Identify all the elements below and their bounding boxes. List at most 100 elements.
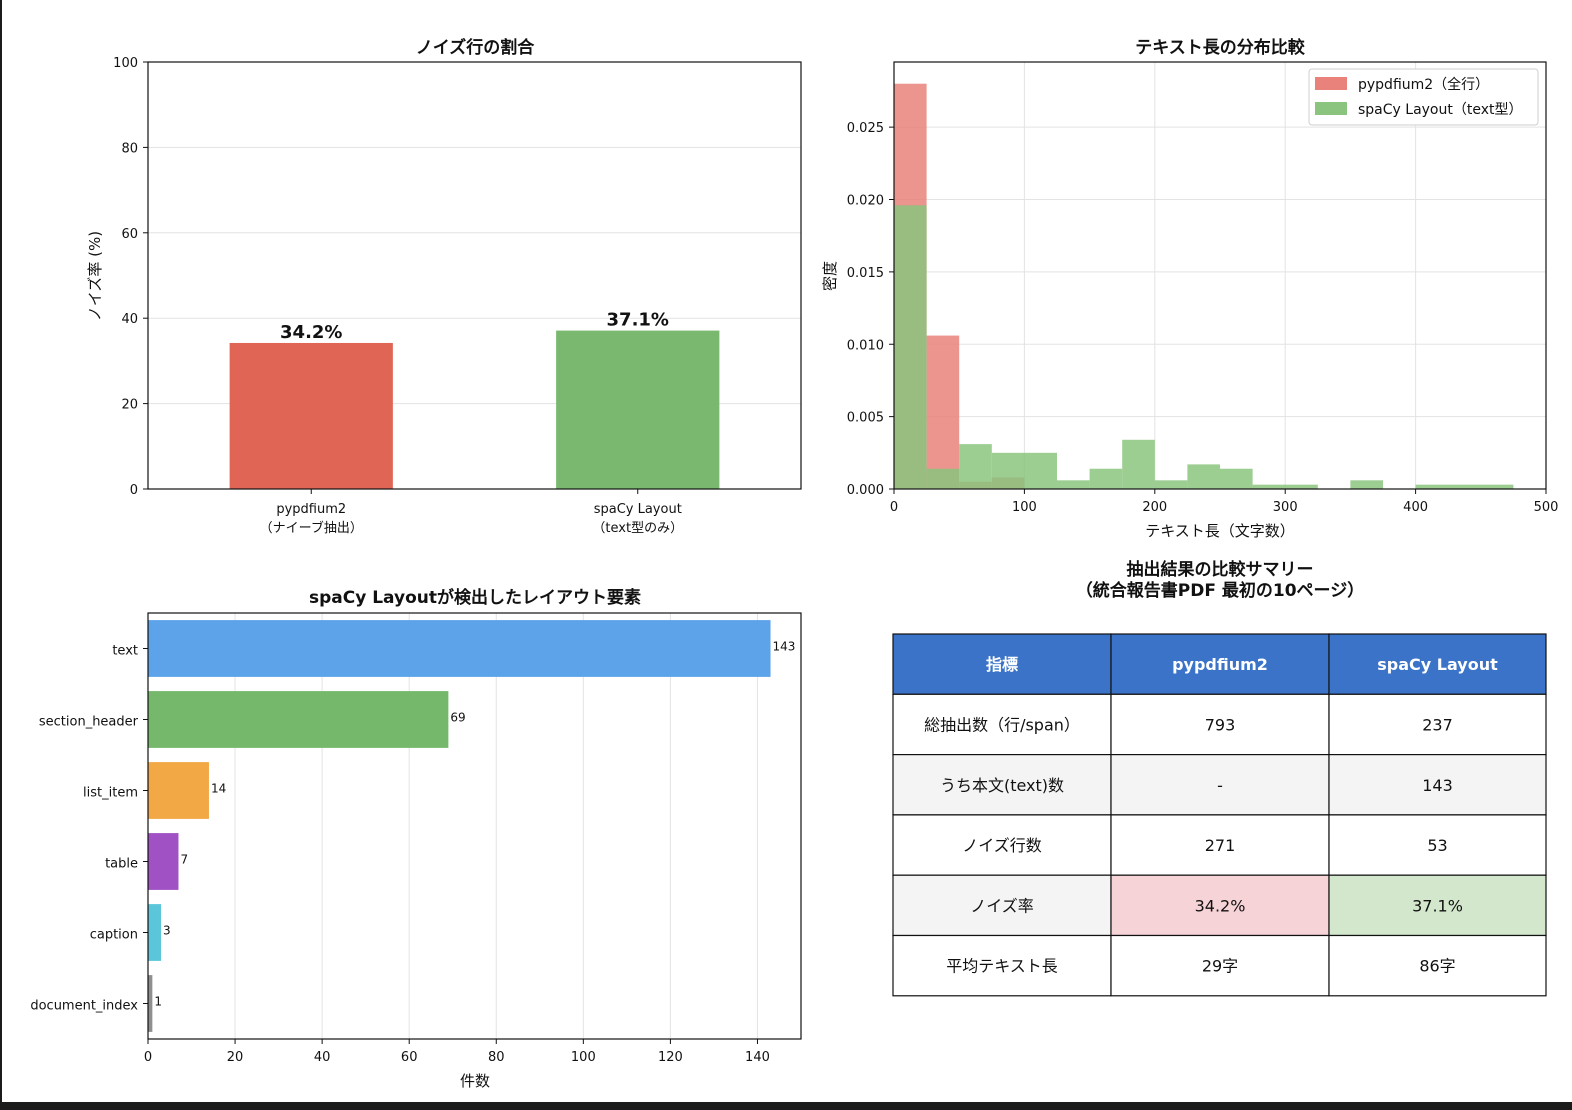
table-cell-text: うち本文(text)数 — [940, 776, 1064, 795]
bar-caption — [148, 904, 162, 961]
bar-value-label: 34.2% — [280, 322, 342, 343]
table-header-text: spaCy Layout — [1377, 655, 1498, 674]
noise-ratio-y-axis-label: ノイズ率 (%) — [86, 231, 104, 321]
table-header-text: 指標 — [986, 655, 1018, 674]
y-tick-label: 0.010 — [847, 338, 884, 353]
table-cell-text: 237 — [1422, 715, 1453, 734]
table-cell-text: 37.1% — [1412, 896, 1463, 915]
histogram-bin-spacy — [1220, 468, 1253, 489]
bar-document-index — [148, 975, 153, 1032]
x-tick-label: 20 — [227, 1050, 244, 1065]
table-cell — [1110, 693, 1330, 756]
text-length-histogram: テキスト長の分布比較 0.000 0.005 0.010 0.015 0.020 0.02… — [821, 37, 1559, 540]
layout-elements-chart: spaCy Layoutが検出したレイアウト要素 143 69 14 7 3 1 0 20 4… — [30, 587, 802, 1090]
legend-label-pypdfium2: pypdfium2（全行） — [1358, 76, 1489, 93]
window-frame-bottom-edge — [0, 1102, 1572, 1110]
table-cell-text: 793 — [1205, 715, 1236, 734]
table-cell — [1328, 693, 1547, 756]
bar-value-label: 143 — [773, 640, 796, 654]
legend-box — [1308, 68, 1539, 126]
layout-elements-chart-title: spaCy Layoutが検出したレイアウト要素 — [309, 587, 641, 608]
table-cell — [1110, 814, 1330, 876]
legend-swatch-spacy — [1315, 102, 1347, 115]
histogram-bin-spacy — [1154, 480, 1188, 489]
x-tick-label: 400 — [1403, 500, 1428, 515]
bar-spacy-layout — [556, 330, 720, 489]
text-length-y-axis-label: 密度 — [821, 261, 839, 291]
layout-elements-x-axis-label: 件数 — [460, 1072, 490, 1090]
y-tick-label: 0.005 — [847, 411, 884, 426]
histogram-bin-spacy — [894, 205, 927, 489]
table-cell-text: 平均テキスト長 — [946, 957, 1058, 976]
summary-table-title-line2: （統合報告書PDF 最初の10ページ） — [1076, 580, 1364, 601]
text-length-x-axis-label: テキスト長（文字数） — [1145, 522, 1295, 540]
bar-value-label: 3 — [163, 924, 171, 938]
histogram-bin-spacy — [1089, 468, 1123, 489]
x-category-label: spaCy Layout — [594, 502, 682, 517]
x-category-sublabel: （text型のみ） — [592, 521, 683, 536]
y-tick-label: 40 — [121, 312, 138, 327]
x-tick-label: 300 — [1273, 500, 1298, 515]
table-cell — [892, 874, 1112, 937]
histogram-bin-spacy — [1122, 439, 1155, 489]
x-category-label: pypdfium2 — [276, 502, 346, 517]
bar-list-item — [148, 762, 209, 819]
y-category-label: section_header — [39, 715, 139, 730]
y-tick-label: 0.020 — [847, 194, 884, 209]
bar-table — [148, 833, 179, 890]
y-category-label: list_item — [83, 786, 138, 801]
x-tick-label: 100 — [571, 1050, 596, 1065]
x-tick-label: 0 — [144, 1050, 152, 1065]
table-cell — [892, 754, 1112, 816]
histogram-bin-spacy — [1057, 480, 1090, 489]
text-length-histogram-title: テキスト長の分布比較 — [1135, 37, 1305, 58]
x-tick-label: 500 — [1534, 500, 1559, 515]
noise-ratio-chart: ノイズ行の割合 34.2% 37.1% 0 20 40 60 80 100 pypdfium… — [86, 37, 802, 536]
y-category-label: table — [105, 857, 138, 872]
histogram-bin-spacy — [1187, 464, 1220, 489]
table-cell-text: - — [1217, 776, 1223, 795]
table-header-text: pypdfium2 — [1172, 655, 1268, 674]
table-cell — [1328, 934, 1547, 997]
histogram-bin-spacy — [926, 468, 960, 489]
table-cell-text: 271 — [1205, 836, 1236, 855]
bar-pypdfium2 — [229, 342, 393, 489]
x-tick-label: 40 — [314, 1050, 331, 1065]
table-cell — [892, 693, 1112, 756]
x-tick-label: 200 — [1142, 500, 1167, 515]
y-tick-label: 60 — [121, 227, 138, 242]
y-tick-label: 80 — [121, 141, 138, 156]
table-cell-text: 53 — [1427, 836, 1447, 855]
x-tick-label: 120 — [658, 1050, 683, 1065]
x-category-sublabel: （ナイーブ抽出） — [260, 520, 363, 536]
bar-value-label: 1 — [154, 995, 162, 1009]
bar-text — [148, 620, 771, 677]
histogram-legend: pypdfium2（全行） spaCy Layout（text型） — [1308, 68, 1539, 126]
x-tick-label: 80 — [488, 1050, 505, 1065]
y-tick-label: 0.015 — [847, 266, 884, 281]
y-tick-label: 20 — [121, 398, 138, 413]
histogram-bin-spacy — [991, 452, 1057, 489]
noise-ratio-chart-title: ノイズ行の割合 — [416, 37, 535, 58]
noise-ratio-chart-plot-frame — [147, 61, 802, 490]
y-tick-label: 100 — [113, 56, 138, 71]
layout-elements-plot-frame — [147, 612, 802, 1040]
legend-swatch-pypdfium2 — [1315, 77, 1347, 90]
y-category-label: caption — [90, 928, 138, 943]
bar-value-label: 7 — [180, 853, 188, 867]
histogram-bin-spacy — [1415, 484, 1514, 489]
table-cell — [1328, 874, 1547, 937]
table-cell-text: ノイズ率 — [970, 896, 1034, 915]
table-cell — [1110, 874, 1330, 937]
table-cell — [1110, 934, 1330, 997]
legend-label-spacy: spaCy Layout（text型） — [1358, 102, 1523, 118]
x-tick-label: 0 — [890, 500, 898, 515]
table-cell-text: 86字 — [1419, 957, 1455, 976]
table-cell — [892, 814, 1112, 876]
y-category-label: document_index — [30, 999, 138, 1014]
table-cell-text: ノイズ行数 — [962, 836, 1042, 855]
y-tick-label: 0.000 — [847, 483, 884, 498]
table-cell — [1328, 754, 1547, 816]
summary-table-title-line1: 抽出結果の比較サマリー — [1127, 559, 1314, 580]
table-cell — [892, 934, 1112, 997]
